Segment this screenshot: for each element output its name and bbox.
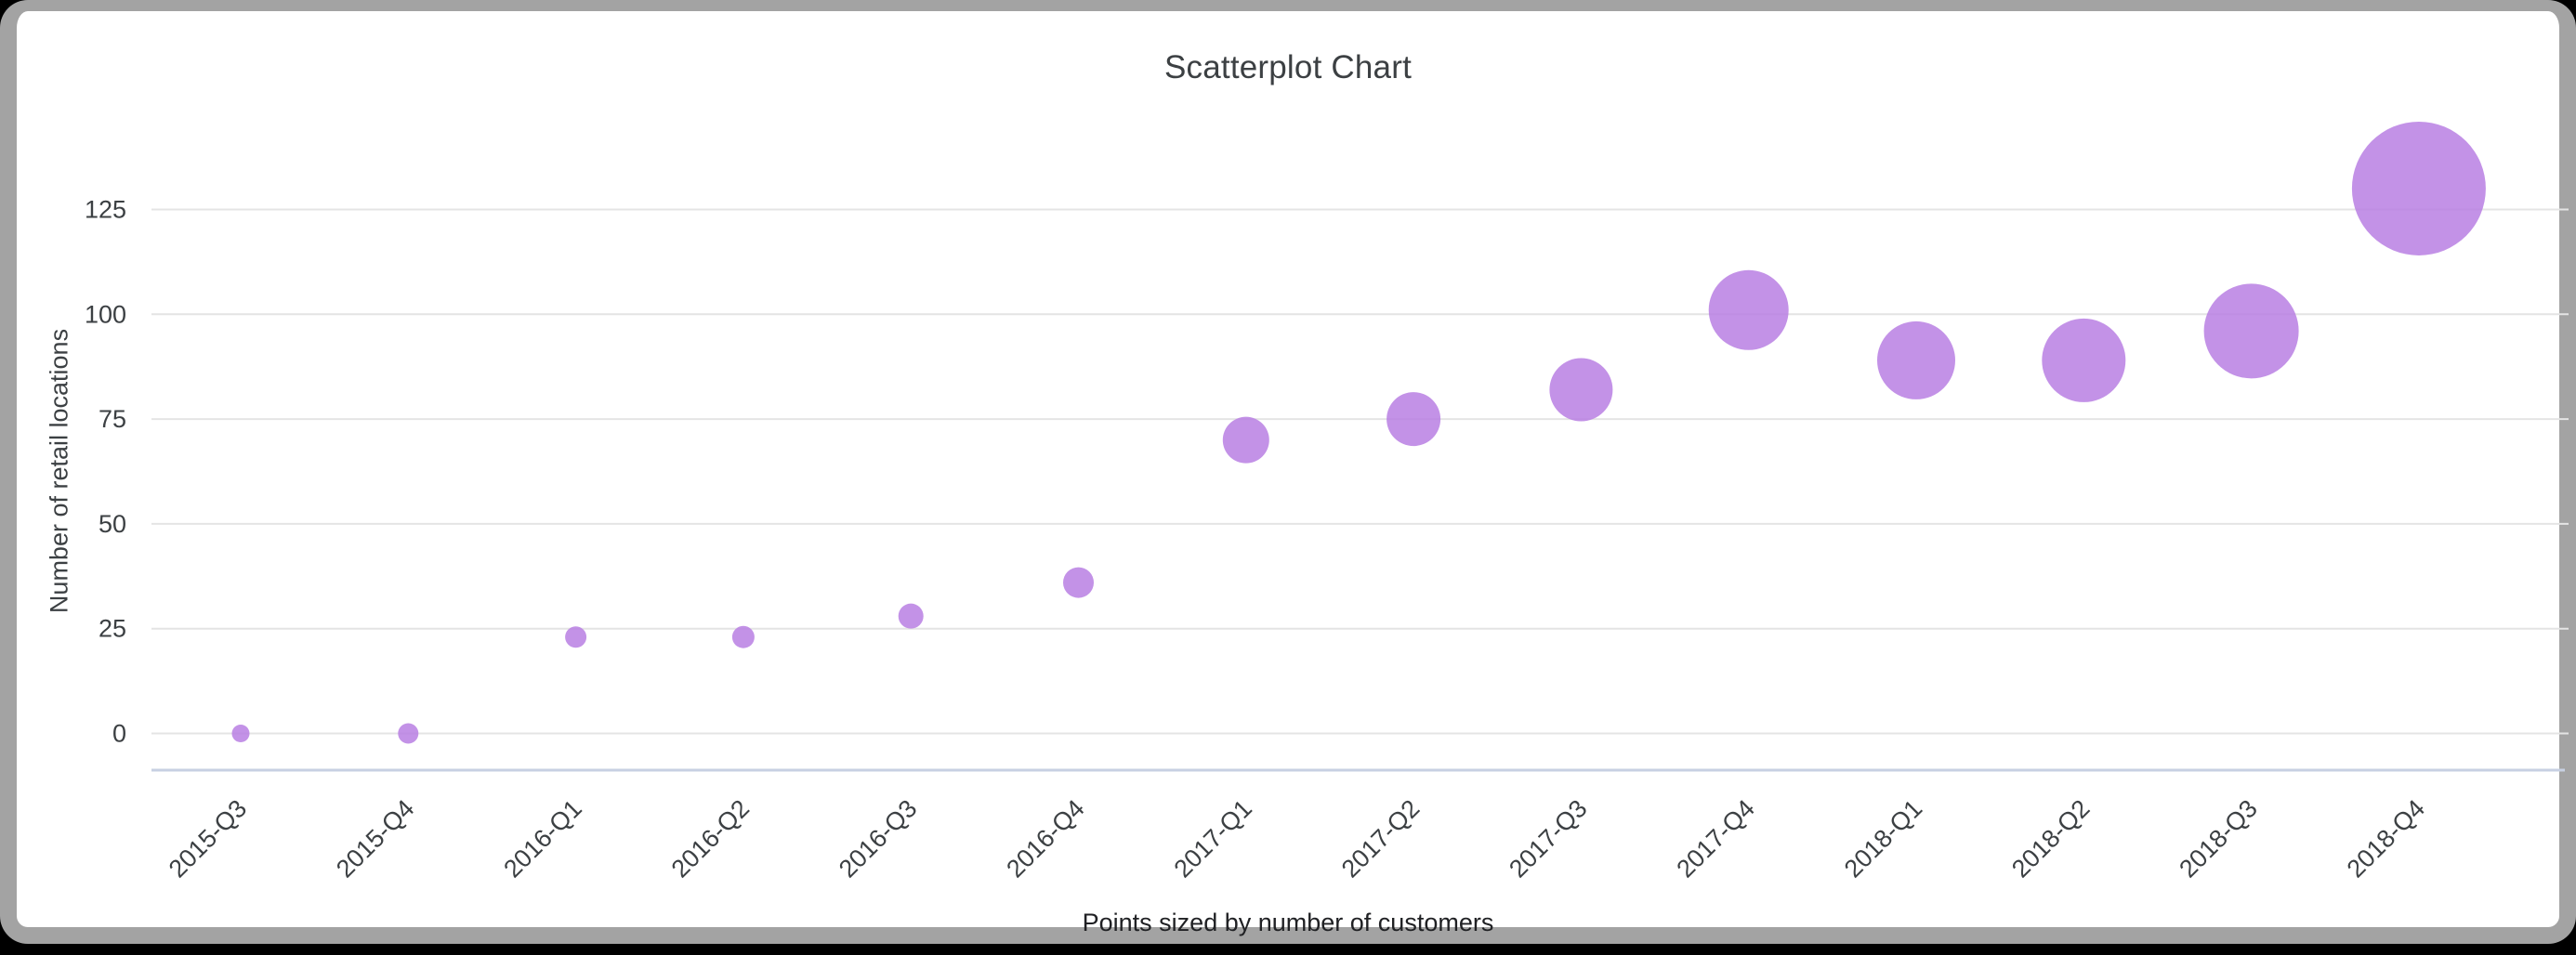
data-point-2018-Q3[interactable] xyxy=(2203,283,2299,379)
x-tick-label: 2018-Q4 xyxy=(2342,794,2431,883)
x-tick-label: 2017-Q1 xyxy=(1169,794,1258,883)
data-point-2017-Q2[interactable] xyxy=(1387,392,1441,447)
y-tick-label: 0 xyxy=(112,720,126,748)
data-point-2017-Q3[interactable] xyxy=(1549,358,1613,422)
data-point-2016-Q2[interactable] xyxy=(731,625,755,648)
data-point-2018-Q1[interactable] xyxy=(1877,321,1955,399)
scatter-plot-canvas: 0 25 50 75 100 125 2015-Q3 2015-Q4 2016-Q1 2016-Q… xyxy=(85,121,2569,883)
y-tick-label: 50 xyxy=(99,510,126,538)
data-point-2018-Q2[interactable] xyxy=(2042,318,2126,402)
data-point-2017-Q1[interactable] xyxy=(1222,416,1269,464)
x-tick-label: 2017-Q2 xyxy=(1336,794,1426,883)
data-point-2015-Q3[interactable] xyxy=(231,725,250,742)
y-tick-label: 75 xyxy=(99,405,126,433)
data-point-2017-Q4[interactable] xyxy=(1708,269,1789,350)
x-tick-label: 2018-Q2 xyxy=(2006,794,2096,883)
x-tick-label: 2018-Q3 xyxy=(2174,794,2263,883)
data-point-2016-Q3[interactable] xyxy=(898,603,924,629)
y-tick-label: 25 xyxy=(99,615,126,643)
chart-title: Scatterplot Chart xyxy=(1163,49,1413,85)
x-axis-caption: Points sized by number of customers xyxy=(1082,909,1494,936)
x-tick-label: 2016-Q2 xyxy=(666,794,756,883)
data-point-2016-Q4[interactable] xyxy=(1063,567,1094,598)
x-tick-label: 2015-Q3 xyxy=(164,794,253,883)
x-tick-label: 2016-Q1 xyxy=(498,794,587,883)
x-tick-label: 2016-Q4 xyxy=(1001,794,1090,883)
x-tick-label: 2017-Q4 xyxy=(1671,794,1760,883)
y-tick-label: 100 xyxy=(85,300,126,328)
data-point-2015-Q4[interactable] xyxy=(398,723,419,744)
x-tick-label: 2015-Q4 xyxy=(331,794,420,883)
data-point-2018-Q4[interactable] xyxy=(2351,121,2486,255)
y-tick-label: 125 xyxy=(85,196,126,224)
x-tick-label: 2016-Q3 xyxy=(834,794,923,883)
x-tick-label: 2017-Q3 xyxy=(1504,794,1593,883)
data-point-2016-Q1[interactable] xyxy=(565,626,587,648)
x-tick-label: 2018-Q1 xyxy=(1839,794,1928,883)
